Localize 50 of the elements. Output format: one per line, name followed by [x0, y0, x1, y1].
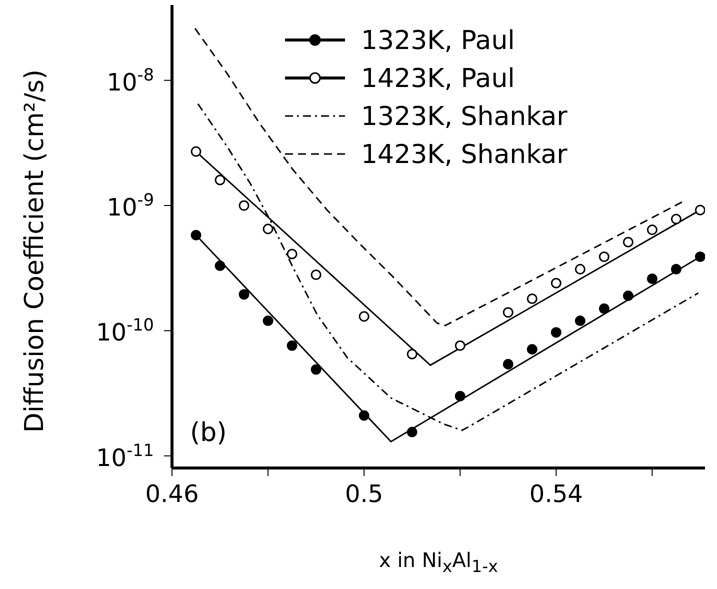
y-tick-label: 10$^{-11}$ [96, 440, 154, 472]
point [646, 274, 658, 284]
point [502, 358, 514, 370]
point [598, 303, 610, 314]
y-tick-label: 10$^{-9}$ [106, 190, 154, 222]
x-tick-label: 0.46 [145, 480, 199, 508]
point [286, 248, 298, 260]
point [310, 364, 322, 375]
legend-label: 1423K, Shankar [361, 140, 568, 170]
point [190, 146, 202, 157]
point [214, 174, 226, 186]
legend-label: 1323K, Shankar [361, 102, 568, 132]
point [262, 224, 274, 234]
point [670, 214, 682, 224]
y-axis-title: Diffusion Coefficient (cm²/s) [20, 68, 50, 435]
point [502, 307, 514, 318]
point [646, 224, 658, 236]
point [550, 278, 562, 288]
point [670, 264, 682, 274]
y-tick-label: 10$^{-8}$ [106, 64, 154, 96]
x-axis-title: x in Ni$_{x}$Al$_{1-x}$ [378, 548, 499, 576]
y-tick-label: 10$^{-10}$ [96, 314, 154, 347]
point [214, 260, 226, 272]
x-tick-label: 0.54 [529, 480, 583, 508]
point [454, 340, 466, 351]
point [286, 340, 298, 351]
point [694, 204, 705, 216]
point [526, 344, 538, 355]
point [262, 316, 274, 326]
point [454, 390, 466, 402]
point [406, 426, 418, 438]
point [622, 290, 634, 302]
x-tick-label: 0.5 [344, 480, 384, 508]
point [238, 289, 250, 300]
point [550, 327, 562, 338]
point [574, 316, 586, 326]
point [574, 264, 586, 274]
point [406, 348, 418, 360]
annotation: (b) [190, 418, 227, 448]
legend-label: 1323K, Paul [361, 26, 515, 56]
point [358, 311, 370, 322]
point [358, 410, 370, 421]
point [238, 200, 250, 211]
legend-label: 1423K, Paul [361, 64, 515, 94]
point [526, 293, 538, 304]
point [598, 251, 610, 262]
point [190, 230, 202, 240]
point [622, 236, 634, 248]
point [694, 251, 705, 262]
point [310, 269, 322, 280]
